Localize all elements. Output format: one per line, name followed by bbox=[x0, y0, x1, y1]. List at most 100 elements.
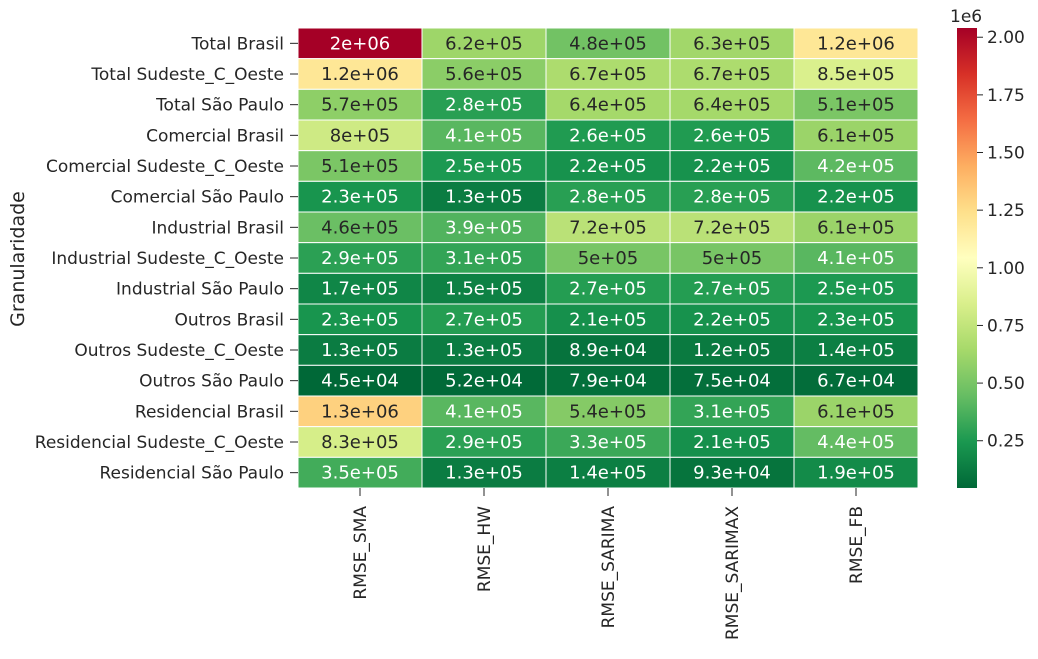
heatmap-cell bbox=[297, 211, 423, 244]
heatmap-cells bbox=[297, 27, 919, 489]
cell-annotation: 6.2e+05 bbox=[445, 33, 523, 54]
heatmap-cell bbox=[545, 456, 671, 489]
heatmap-cell bbox=[545, 334, 671, 366]
heatmap-cell bbox=[793, 272, 919, 305]
cell-annotation: 2.1e+05 bbox=[569, 309, 647, 330]
heatmap-cell bbox=[545, 119, 671, 152]
heatmap-cell bbox=[421, 242, 547, 274]
heatmap-cell bbox=[421, 426, 547, 458]
cell-annotation: 2.3e+05 bbox=[321, 187, 399, 208]
cell-annotation: 2.7e+05 bbox=[569, 279, 647, 300]
heatmap-cell bbox=[669, 88, 795, 121]
heatmap-cell bbox=[421, 456, 547, 489]
cell-annotation: 5.1e+05 bbox=[817, 95, 895, 116]
heatmap-cell bbox=[421, 119, 547, 152]
heatmap-cell bbox=[793, 180, 919, 213]
heatmap-cell bbox=[545, 27, 671, 60]
cell-annotation: 2.6e+05 bbox=[569, 125, 647, 146]
cell-annotation: 8.3e+05 bbox=[321, 432, 399, 453]
cell-annotation: 1.3e+05 bbox=[445, 340, 523, 361]
cell-annotation: 3.3e+05 bbox=[569, 432, 647, 453]
cell-annotation: 2.5e+05 bbox=[445, 156, 523, 177]
column-tick-label: RMSE_SMA bbox=[351, 506, 371, 600]
cell-annotation: 2.2e+05 bbox=[693, 156, 771, 177]
y-axis-label: Granularidade bbox=[7, 191, 29, 327]
heatmap-cell bbox=[669, 303, 795, 336]
cell-annotation: 2.7e+05 bbox=[693, 279, 771, 300]
cell-annotation: 4.5e+04 bbox=[321, 371, 399, 392]
cell-annotation: 4.1e+05 bbox=[817, 248, 895, 269]
cell-annotation: 1.7e+05 bbox=[321, 279, 399, 300]
cell-annotation: 7.5e+04 bbox=[693, 371, 771, 392]
heatmap-cell bbox=[793, 334, 919, 366]
heatmap-cell bbox=[669, 334, 795, 366]
heatmap-cell bbox=[297, 242, 423, 274]
cell-annotation: 2.1e+05 bbox=[693, 432, 771, 453]
row-tick-label: Residencial Sudeste_C_Oeste bbox=[35, 433, 284, 453]
colorbar bbox=[957, 28, 977, 488]
row-tick-labels: Total Brasil Total Sudeste_C_Oeste Total S… bbox=[35, 34, 298, 484]
row-tick-label: Industrial São Paulo bbox=[116, 280, 284, 300]
row-tick-label: Outros Sudeste_C_Oeste bbox=[74, 341, 284, 361]
colorbar-tick-label: 1.00 bbox=[987, 259, 1025, 279]
cell-annotation: 2.5e+05 bbox=[817, 279, 895, 300]
colorbar-tick-label: 1.75 bbox=[987, 86, 1025, 106]
colorbar-multiplier-label: 1e6 bbox=[950, 7, 982, 27]
cell-annotation: 2.9e+05 bbox=[445, 432, 523, 453]
cell-annotation: 4.8e+05 bbox=[569, 33, 647, 54]
cell-annotation: 3.1e+05 bbox=[693, 401, 771, 422]
row-tick-label: Total Brasil bbox=[191, 34, 284, 54]
cell-annotation: 5e+05 bbox=[578, 248, 639, 269]
cell-annotation: 4.4e+05 bbox=[817, 432, 895, 453]
row-tick-label: Total São Paulo bbox=[155, 96, 284, 116]
cell-annotation: 5.6e+05 bbox=[445, 64, 523, 85]
cell-annotation: 1.4e+05 bbox=[569, 463, 647, 484]
cell-annotation: 2.9e+05 bbox=[321, 248, 399, 269]
cell-annotation: 6.1e+05 bbox=[817, 125, 895, 146]
heatmap-cell bbox=[669, 456, 795, 489]
heatmap-cell bbox=[421, 150, 547, 182]
heatmap-cell bbox=[793, 395, 919, 428]
heatmap-cell bbox=[297, 303, 423, 336]
cell-annotation: 8e+05 bbox=[330, 125, 391, 146]
heatmap-cell bbox=[421, 303, 547, 336]
cell-annotation: 2.6e+05 bbox=[693, 125, 771, 146]
heatmap-cell bbox=[421, 180, 547, 213]
heatmap-cell bbox=[297, 364, 423, 397]
heatmap-cell bbox=[545, 58, 671, 90]
cell-annotation: 8.9e+04 bbox=[569, 340, 647, 361]
cell-annotation: 1.3e+06 bbox=[321, 401, 399, 422]
cell-annotation: 1.3e+05 bbox=[445, 463, 523, 484]
cell-annotation: 4.2e+05 bbox=[817, 156, 895, 177]
heatmap-cell bbox=[793, 456, 919, 489]
heatmap-cell bbox=[545, 426, 671, 458]
cell-annotation: 3.1e+05 bbox=[445, 248, 523, 269]
colorbar-tick-label: 2.00 bbox=[987, 28, 1025, 48]
row-tick-label: Total Sudeste_C_Oeste bbox=[90, 65, 284, 85]
colorbar-tick-label: 1.50 bbox=[987, 144, 1025, 164]
cell-annotation: 1.2e+06 bbox=[817, 33, 895, 54]
heatmap-cell bbox=[297, 426, 423, 458]
row-tick-label: Comercial São Paulo bbox=[111, 188, 284, 208]
cell-annotation: 6.4e+05 bbox=[569, 95, 647, 116]
colorbar-ticks: 0.25 0.50 0.75 1.00 1.25 1.50 1.75 2.00 bbox=[977, 28, 1025, 452]
cell-annotation: 2e+06 bbox=[330, 33, 391, 54]
heatmap-cell bbox=[545, 150, 671, 182]
cell-annotation: 6.7e+05 bbox=[693, 64, 771, 85]
heatmap-cell bbox=[297, 395, 423, 428]
heatmap-cell bbox=[793, 242, 919, 274]
heatmap-cell bbox=[297, 27, 423, 60]
cell-annotation: 4.1e+05 bbox=[445, 401, 523, 422]
heatmap-cell bbox=[545, 180, 671, 213]
column-tick-label: RMSE_SARIMAX bbox=[723, 506, 743, 640]
cell-annotation: 6.4e+05 bbox=[693, 95, 771, 116]
colorbar-tick-label: 0.50 bbox=[987, 374, 1025, 394]
heatmap-cell bbox=[421, 27, 547, 60]
cell-annotation: 7.2e+05 bbox=[569, 217, 647, 238]
cell-annotation: 7.2e+05 bbox=[693, 217, 771, 238]
heatmap-cell bbox=[793, 426, 919, 458]
cell-annotation: 2.2e+05 bbox=[569, 156, 647, 177]
column-tick-labels: RMSE_SMA RMSE_HW RMSE_SARIMA RMSE_SARIMAX RM… bbox=[351, 488, 867, 640]
column-tick-label: RMSE_HW bbox=[475, 506, 495, 592]
